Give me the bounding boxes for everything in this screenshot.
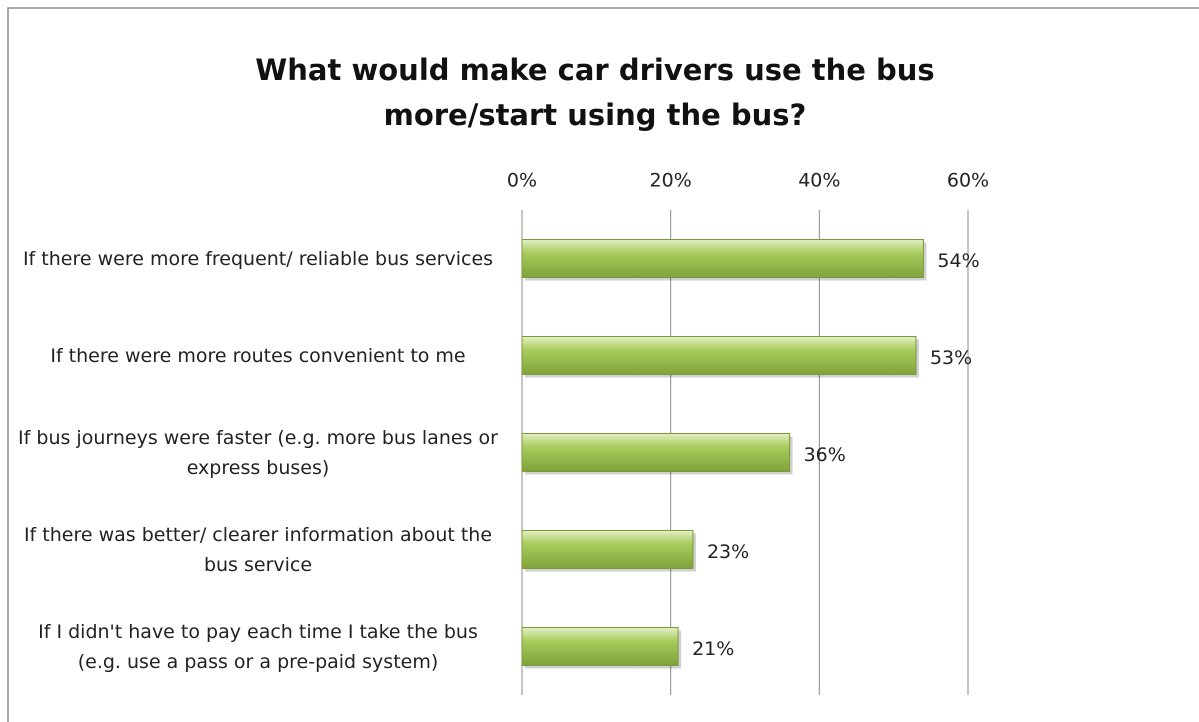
bar — [521, 239, 924, 278]
chart-title: What would make car drivers use the bus … — [255, 53, 935, 132]
y-tick-label: If I didn't have to pay each time I take… — [38, 620, 478, 673]
x-tick-label: 20% — [650, 170, 692, 192]
bar — [521, 336, 917, 375]
x-tick-label: 60% — [947, 170, 989, 192]
bar — [521, 627, 679, 666]
data-label: 36% — [804, 444, 846, 466]
data-label: 53% — [930, 347, 972, 369]
data-label: 21% — [692, 638, 734, 660]
data-label: 23% — [707, 541, 749, 563]
y-tick-label: If there were more frequent/ reliable bu… — [22, 247, 494, 270]
bar — [521, 530, 694, 569]
bar — [521, 433, 791, 472]
data-label: 54% — [937, 250, 979, 272]
y-tick-label: If bus journeys were faster (e.g. more b… — [18, 426, 498, 479]
y-tick-label: If there was better/ clearer information… — [23, 523, 493, 576]
y-tick-label: If there were more routes convenient to … — [50, 344, 466, 367]
x-tick-label: 0% — [507, 170, 537, 192]
x-tick-label: 40% — [798, 170, 840, 192]
chart-border — [7, 7, 1199, 722]
